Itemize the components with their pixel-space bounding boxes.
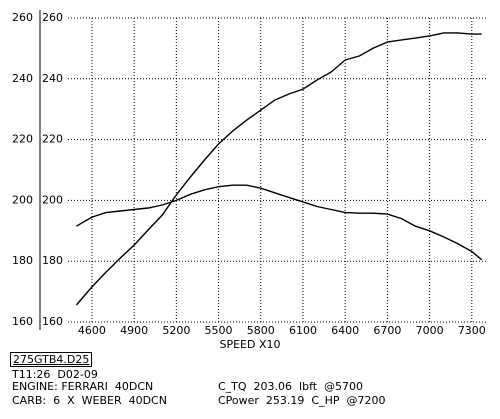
x-tick-label: 4600 [78, 324, 106, 337]
torque-info: C_TQ 203.06 lbft @5700 [218, 380, 364, 393]
x-tick-label: 6400 [331, 324, 359, 337]
x-tick-label: 4900 [120, 324, 148, 337]
x-tick-label: 5800 [247, 324, 275, 337]
y2-tick-label: 260 [42, 11, 63, 24]
x-tick-label: 7000 [416, 324, 444, 337]
y-tick-label: 160 [12, 315, 33, 328]
power-info: CPower 253.19 C_HP @7200 [218, 394, 386, 407]
file-name: 275GTB4.D25 [10, 352, 93, 367]
y2-tick-label: 160 [42, 315, 63, 328]
stamp: T11:26 D02-09 [12, 368, 98, 381]
x-tick-label: 6700 [373, 324, 401, 337]
y-tick-label: 240 [12, 72, 33, 85]
engine: ENGINE: FERRARI 40DCN [12, 380, 154, 393]
y2-tick-label: 180 [42, 254, 63, 267]
y2-tick-label: 220 [42, 133, 63, 146]
y-tick-label: 200 [12, 193, 33, 206]
y-tick-label: 180 [12, 254, 33, 267]
x-axis-label: SPEED X10 [219, 338, 280, 350]
x-tick-label: 5500 [205, 324, 233, 337]
y-tick-label: 260 [12, 11, 33, 24]
x-tick-label: 5200 [162, 324, 190, 337]
curve [75, 32, 482, 306]
x-tick-label: 7300 [458, 324, 486, 337]
carb: CARB: 6 X WEBER 40DCN [12, 394, 167, 407]
y2-tick-label: 200 [42, 193, 63, 206]
y-tick-label: 220 [12, 133, 33, 146]
y2-tick-label: 240 [42, 72, 63, 85]
curve [76, 184, 483, 261]
chart: SPEED X10 160 180 200 220 240 260 160 180 200 220… [12, 10, 488, 350]
x-tick-label: 6100 [289, 324, 317, 337]
